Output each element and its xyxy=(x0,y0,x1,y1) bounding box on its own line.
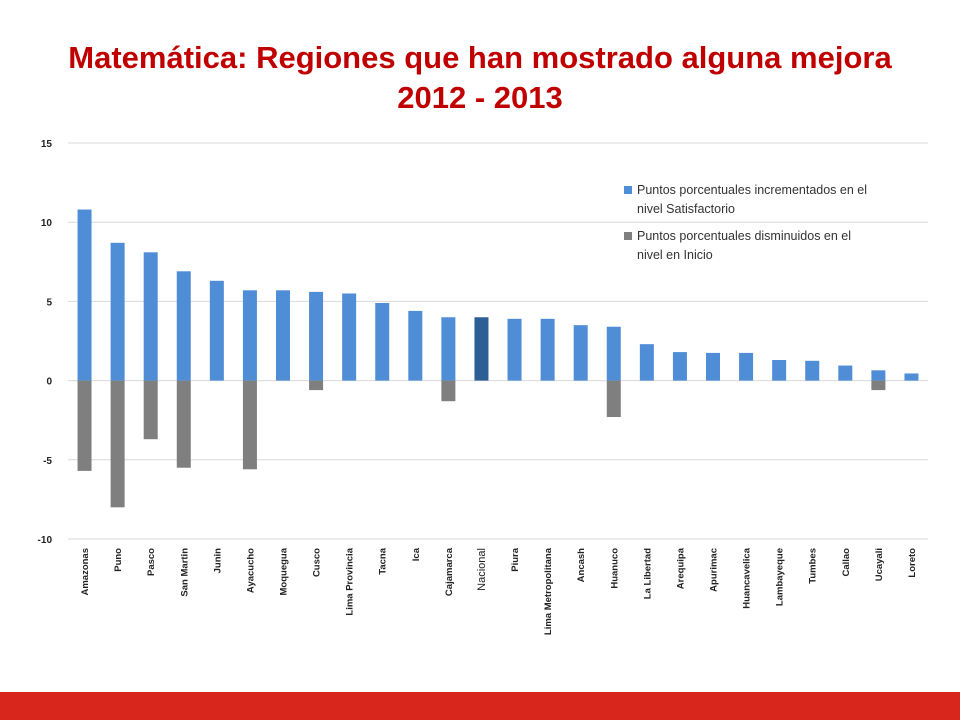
x-tick-label: Lima Metropolitana xyxy=(543,547,554,635)
bar-decrease xyxy=(176,380,191,468)
x-tick-label: Ancash xyxy=(576,548,587,583)
bar-increase xyxy=(77,209,92,381)
x-tick-label: Moquegua xyxy=(279,547,290,595)
legend-label: Puntos porcentuales disminuidos en el xyxy=(637,229,851,243)
x-tick-label: Tacna xyxy=(378,547,389,574)
x-tick-label: Nacional xyxy=(476,548,488,591)
bar-decrease xyxy=(606,380,621,418)
bar-increase xyxy=(176,271,191,381)
bar-increase xyxy=(441,317,456,381)
bar-increase xyxy=(772,360,787,381)
slide-title-line-2: 2012 - 2013 xyxy=(397,80,563,115)
bar-increase xyxy=(143,252,158,381)
bar-increase xyxy=(309,291,324,381)
bar-decrease xyxy=(143,380,158,440)
bar-increase xyxy=(110,242,125,381)
x-tick-label: Cusco xyxy=(312,548,323,577)
x-tick-label: Ayacucho xyxy=(245,548,256,593)
slide-title: Matemática: Regiones que han mostrado al… xyxy=(0,38,960,118)
legend-swatch xyxy=(624,232,632,240)
bar-decrease xyxy=(871,380,886,391)
bar-increase xyxy=(672,352,687,381)
bar-increase xyxy=(242,290,257,381)
bar-increase xyxy=(342,293,357,381)
y-tick-label: 5 xyxy=(46,297,52,308)
x-tick-label: Huancavelica xyxy=(742,547,753,608)
legend-label: Puntos porcentuales incrementados en el xyxy=(637,183,867,197)
x-tick-label: Cajamarca xyxy=(444,547,455,596)
x-tick-label: Ucayali xyxy=(874,548,885,581)
bar-increase xyxy=(904,373,919,381)
bar-increase xyxy=(573,325,588,381)
x-tick-label: Tumbes xyxy=(808,548,819,584)
x-tick-label: Puno xyxy=(113,548,124,572)
y-tick-label: 10 xyxy=(41,218,53,229)
bar-increase xyxy=(276,290,290,381)
legend-label: nivel en Inicio xyxy=(637,248,713,262)
bar-increase xyxy=(209,280,224,381)
bar-increase xyxy=(639,344,654,381)
x-tick-label: San Martin xyxy=(179,548,190,597)
bar-increase xyxy=(838,365,853,381)
bar-increase xyxy=(606,326,621,381)
x-tick-label: Arequipa xyxy=(675,547,686,589)
legend-label: nivel Satisfactorio xyxy=(637,202,735,216)
bar-increase xyxy=(474,317,489,381)
x-tick-label: Ica xyxy=(411,547,422,561)
x-tick-label: Huanuco xyxy=(609,548,620,589)
bar-chart: -10 -5 0 5 10 15 Amazonas Puno Pasco San Martin Ju… xyxy=(38,139,928,635)
bar-increase xyxy=(706,352,720,381)
y-tick-label: 0 xyxy=(46,377,52,388)
y-tick-label: -10 xyxy=(38,535,53,546)
bar-increase xyxy=(739,352,754,381)
bar-decrease xyxy=(441,380,456,402)
bar-increase xyxy=(871,370,886,381)
bar-decrease xyxy=(77,380,92,471)
legend-swatch xyxy=(624,186,632,194)
x-tick-label: La Libertad xyxy=(642,548,653,599)
x-tick-label: Pasco xyxy=(146,548,157,576)
x-tick-label: Apurimac xyxy=(709,548,720,592)
x-tick-label: Lima Provincia xyxy=(345,547,356,615)
bar-decrease xyxy=(110,380,125,508)
x-tick-label: Lambayeque xyxy=(775,548,786,606)
y-tick-label: 15 xyxy=(41,139,53,150)
footer-bar xyxy=(0,692,960,720)
bar-increase xyxy=(540,318,555,381)
bar-increase xyxy=(408,310,423,381)
bar-decrease xyxy=(309,380,324,391)
x-tick-label: Callao xyxy=(841,548,852,577)
y-tick-label: -5 xyxy=(43,456,52,467)
x-tick-label: Amazonas xyxy=(80,548,91,596)
x-tick-label: Loreto xyxy=(907,548,918,578)
x-tick-label: Junin xyxy=(212,548,223,574)
bar-increase xyxy=(507,318,522,381)
slide-title-line-1: Matemática: Regiones que han mostrado al… xyxy=(68,40,892,75)
bar-increase xyxy=(375,302,390,381)
bar-decrease xyxy=(242,380,257,470)
x-tick-label: Piura xyxy=(510,547,521,571)
bar-increase xyxy=(805,360,820,381)
